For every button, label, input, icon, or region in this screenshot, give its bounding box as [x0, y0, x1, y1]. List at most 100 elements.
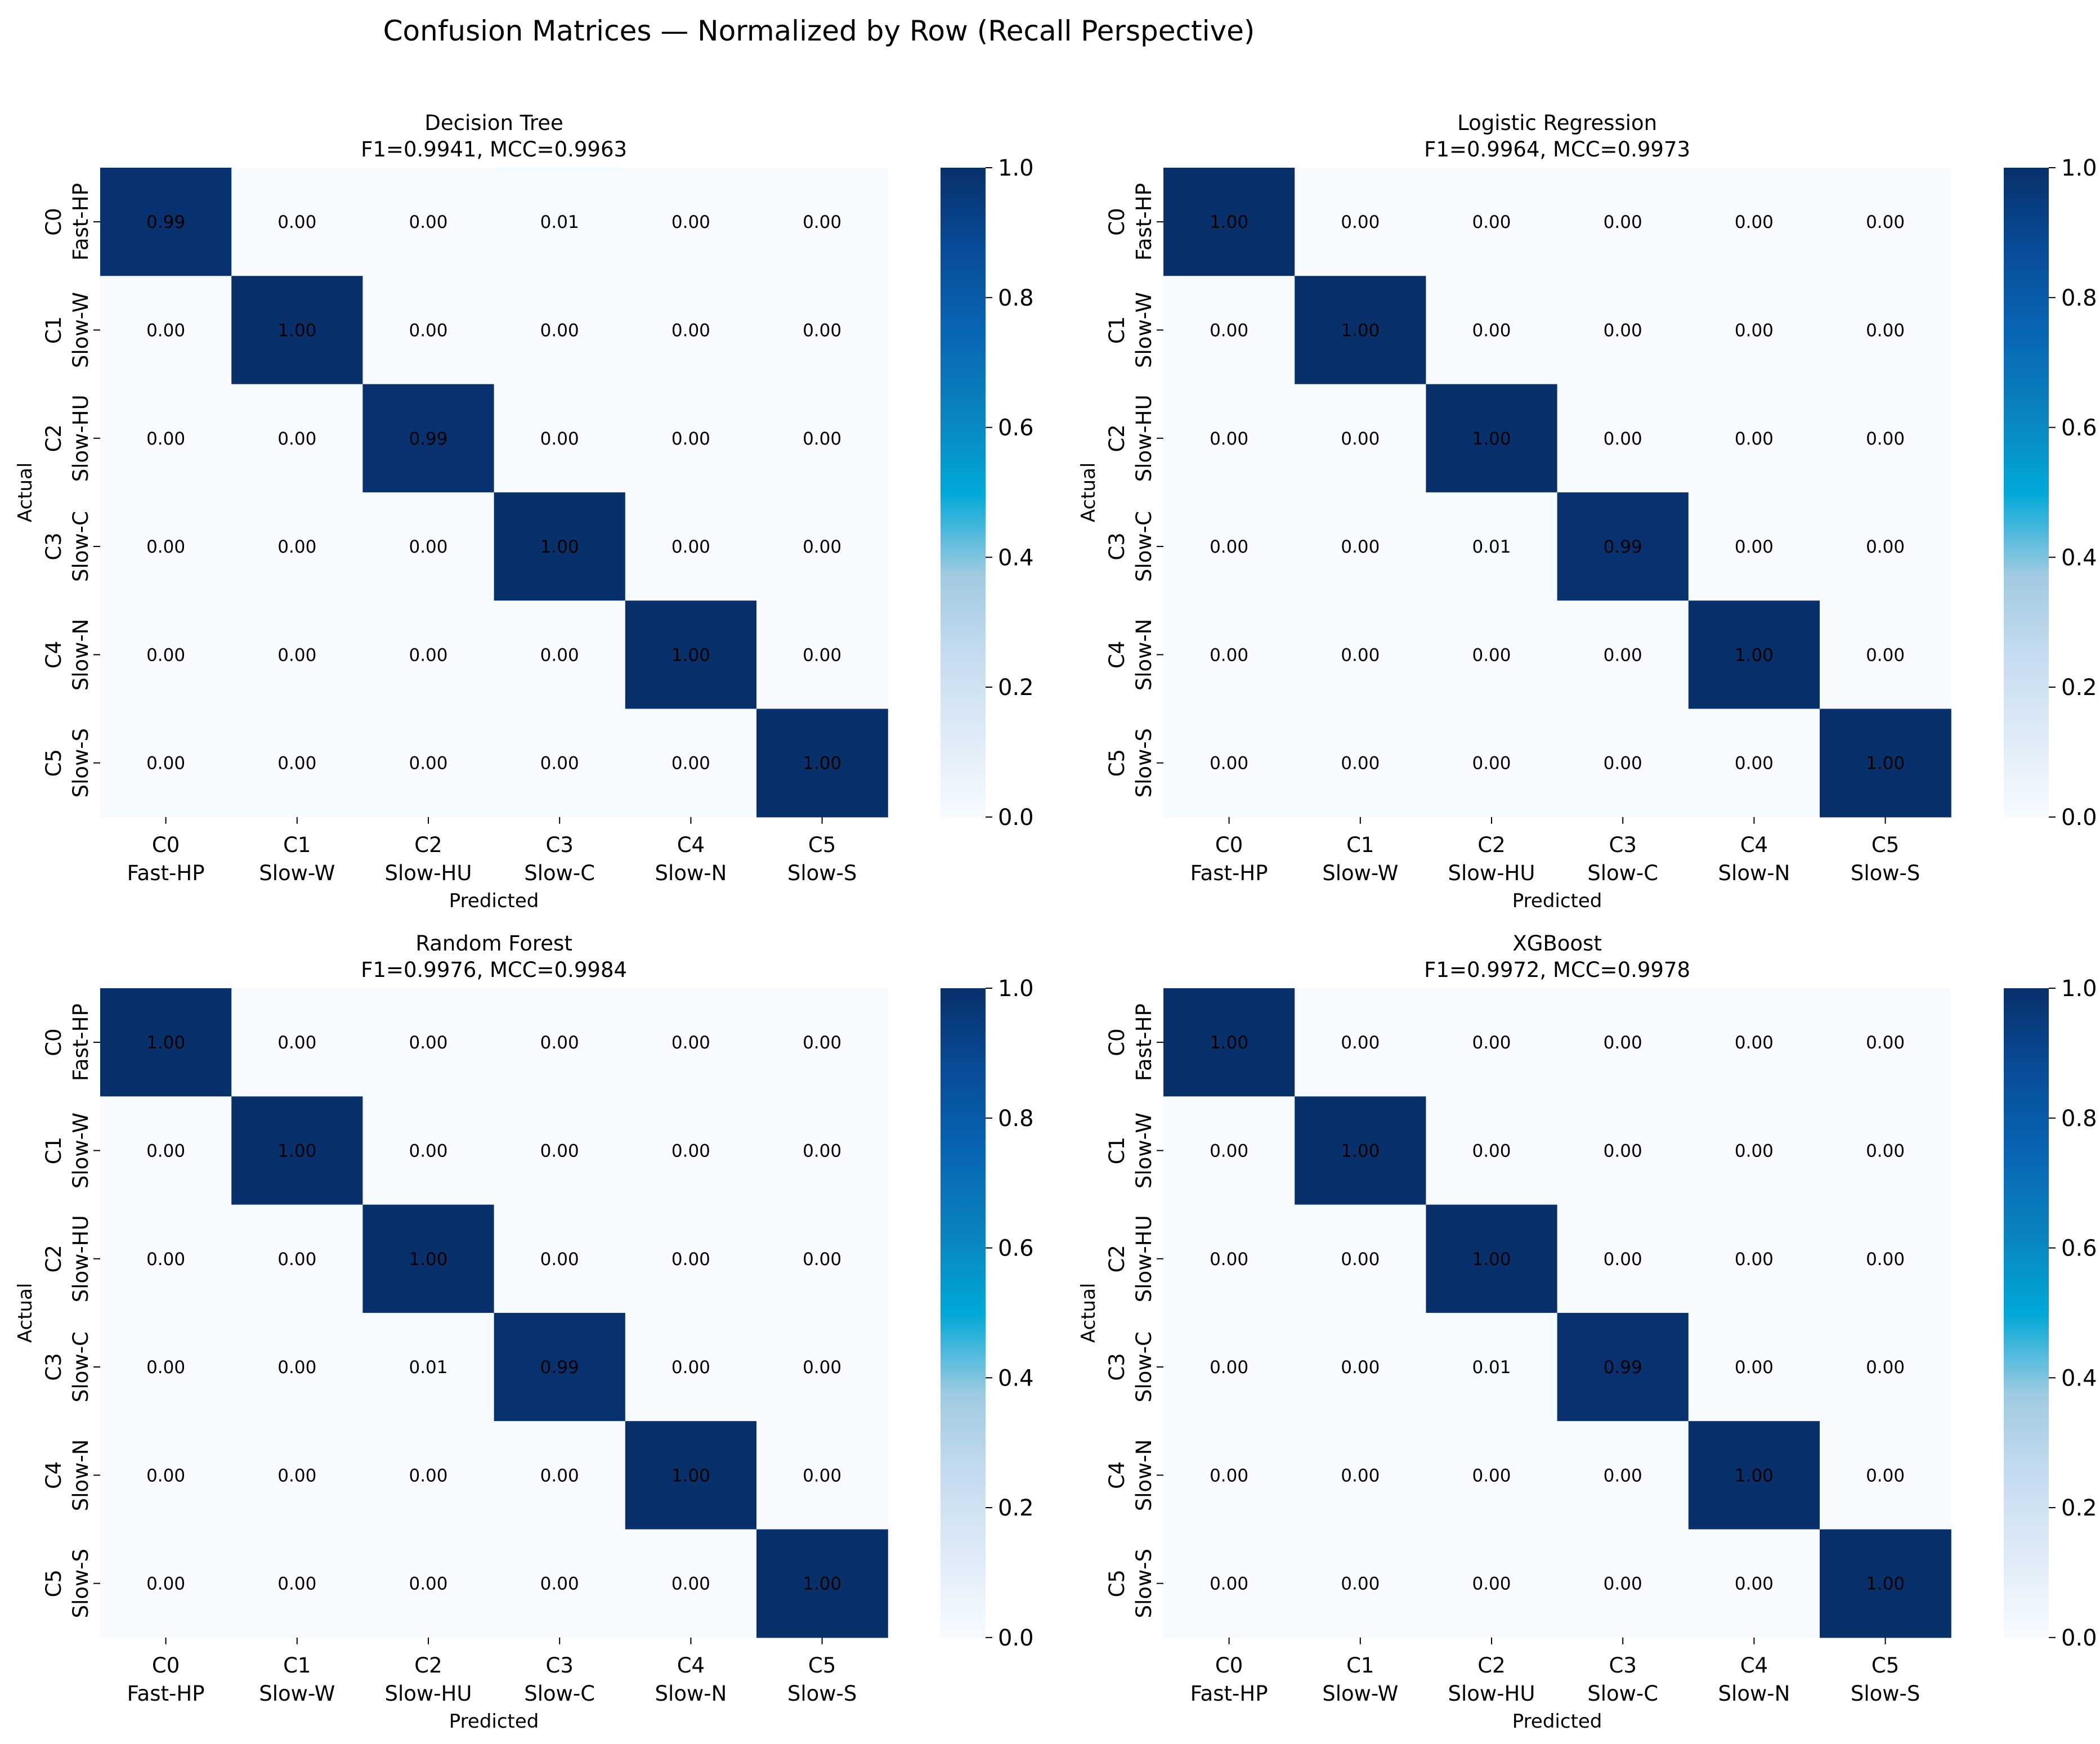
cell-value-label: 0.00: [1341, 1249, 1380, 1270]
heatmap-cell: [1688, 384, 1820, 493]
heatmap-cell: [1820, 168, 1951, 276]
cell-value-label: 0.00: [1210, 320, 1248, 340]
heatmap-cell: [1688, 168, 1820, 276]
cell-value-label: 0.00: [1604, 1249, 1642, 1270]
y-axis-label: Actual: [14, 463, 37, 523]
cell-value-label: 1.00: [277, 1141, 316, 1161]
cell-value-label: 0.00: [1866, 320, 1905, 340]
cell-value-label: 0.00: [1210, 754, 1248, 774]
cell-value-label: 0.00: [409, 537, 447, 557]
heatmap-cell: [494, 384, 626, 493]
heatmap-cell: [1426, 1421, 1558, 1530]
heatmap-cell: [494, 492, 626, 601]
heatmap-cell: [1557, 600, 1689, 710]
heatmap-cell: [1820, 709, 1951, 818]
heatmap-cell: [1163, 1529, 1295, 1638]
y-tick-label-name: Slow-C: [1132, 511, 1156, 582]
heatmap-cell: [231, 1312, 363, 1422]
heatmap-cell: [231, 1421, 363, 1530]
heatmap-cell: [1163, 168, 1295, 276]
y-axis-label: Actual: [1077, 1283, 1100, 1343]
heatmap-cell: [1426, 1529, 1558, 1638]
heatmap-cell: [625, 1204, 757, 1313]
panel-subtitle: F1=0.9964, MCC=0.9973: [1424, 137, 1690, 162]
cell-value-label: 0.00: [146, 320, 185, 340]
cell-value-label: 0.00: [1735, 1357, 1774, 1378]
x-tick-label-name: Slow-S: [1851, 861, 1920, 885]
heatmap-cell: [494, 1421, 626, 1530]
cell-value-label: 0.00: [1735, 1141, 1774, 1161]
cell-value-label: 0.00: [277, 1249, 316, 1270]
cell-value-label: 0.00: [1604, 754, 1642, 774]
heatmap-cell: [1163, 600, 1295, 710]
colorbar-tick-label: 0.8: [2061, 285, 2097, 311]
cell-value-label: 0.00: [1210, 1357, 1248, 1378]
cell-value-label: 0.00: [146, 1357, 185, 1378]
y-tick-label-name: Slow-S: [1132, 728, 1156, 798]
colorbar: 0.0 0.2 0.4 0.6 0.8 1.0: [2004, 976, 2097, 1651]
cell-value-label: 0.99: [1604, 537, 1642, 557]
cell-value-label: 0.00: [1472, 1141, 1511, 1161]
heatmap-cell: [1688, 1421, 1820, 1530]
cell-value-label: 0.01: [409, 1357, 447, 1378]
cell-value-label: 0.00: [1866, 1249, 1905, 1270]
x-tick-label-code: C0: [152, 1653, 180, 1678]
x-tick-label-code: C1: [283, 833, 311, 857]
x-tick-label-name: Slow-C: [1587, 861, 1658, 885]
cell-value-label: 0.00: [1341, 212, 1380, 232]
cell-value-label: 0.00: [146, 537, 185, 557]
cell-value-label: 0.00: [1472, 1465, 1511, 1486]
x-tick-label-name: Slow-N: [1718, 861, 1790, 885]
colorbar: 0.0 0.2 0.4 0.6 0.8 1.0: [941, 976, 1034, 1651]
colorbar-tick-label: 0.0: [2061, 805, 2097, 831]
heatmap-cell: [1163, 988, 1295, 1097]
y-axis-label: Actual: [14, 1283, 37, 1343]
x-tick-label-code: C0: [1215, 833, 1243, 857]
y-tick-label-code: C2: [1105, 424, 1129, 452]
heatmap-cell: [1295, 384, 1426, 493]
y-tick-label-code: C2: [42, 1245, 66, 1272]
heatmap-cell: [1295, 988, 1426, 1097]
heatmap-cell: [100, 709, 232, 818]
cell-value-label: 0.00: [1866, 1357, 1905, 1378]
y-tick-label-code: C4: [1105, 641, 1129, 669]
heatmap-cell: [1557, 168, 1689, 276]
heatmap-cells: 1.00 0.00 0.00 0.00 0.00 0.00 0.00 1.00 0.00 0.00…: [100, 988, 888, 1638]
x-tick-label-code: C2: [414, 1653, 442, 1678]
y-tick-label-code: C4: [42, 641, 66, 669]
cell-value-label: 0.00: [803, 320, 841, 340]
heatmap-cell: [756, 600, 888, 710]
cell-value-label: 0.00: [540, 754, 579, 774]
heatmap-cell: [1557, 988, 1689, 1097]
cell-value-label: 0.00: [671, 1574, 710, 1594]
x-tick-label-name: Slow-W: [259, 861, 335, 885]
cell-value-label: 0.00: [1604, 212, 1642, 232]
y-tick-label-code: C3: [42, 532, 66, 560]
cell-value-label: 0.00: [671, 1141, 710, 1161]
heatmap-cell: [362, 492, 495, 601]
panel-subtitle: F1=0.9941, MCC=0.9963: [361, 137, 627, 162]
heatmap-cell: [1426, 1312, 1558, 1422]
cell-value-label: 0.00: [803, 429, 841, 449]
x-tick-label-code: C4: [1740, 1653, 1768, 1678]
cell-value-label: 0.00: [1341, 645, 1380, 665]
cell-value-label: 0.00: [1604, 320, 1642, 340]
x-tick-label-code: C4: [677, 1653, 705, 1678]
x-tick-label-name: Slow-S: [1851, 1682, 1920, 1706]
heatmap-cell: [494, 988, 626, 1097]
y-tick-label-code: C0: [42, 1028, 66, 1056]
heatmap-cell: [756, 1312, 888, 1422]
colorbar-tick-label: 1.0: [998, 155, 1034, 181]
heatmap-cell: [100, 988, 232, 1097]
y-tick-label-name: Slow-W: [69, 292, 93, 368]
cell-value-label: 0.00: [1604, 1465, 1642, 1486]
y-tick-label-name: Fast-HP: [1132, 183, 1156, 261]
heatmap-cell: [1820, 1204, 1951, 1313]
colorbar-tick-label: 0.2: [2061, 1495, 2097, 1521]
cell-value-label: 0.00: [803, 1141, 841, 1161]
heatmap-cell: [625, 492, 757, 601]
y-axis-label: Actual: [1077, 463, 1100, 523]
x-tick-label-code: C5: [808, 1653, 836, 1678]
heatmap-cell: [756, 1204, 888, 1313]
x-tick-label-code: C3: [1609, 833, 1637, 857]
